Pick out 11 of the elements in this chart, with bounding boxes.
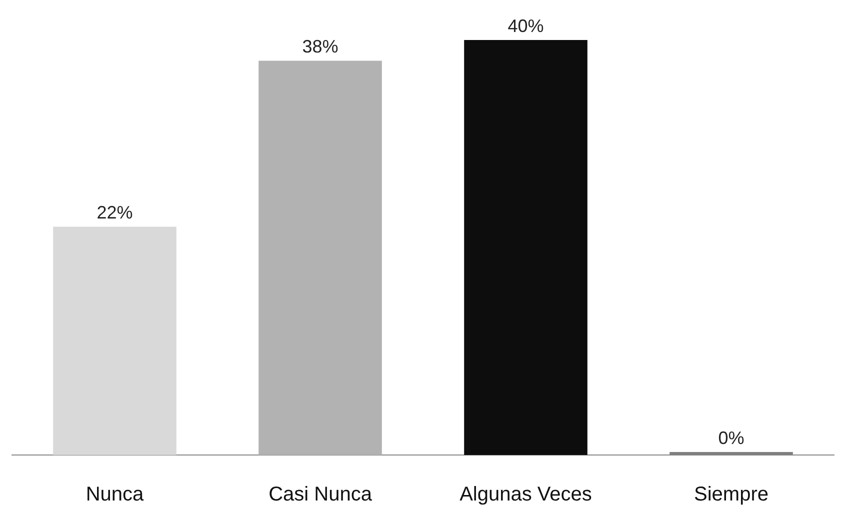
- x-tick-label: Casi Nunca: [268, 484, 373, 506]
- x-tick-label: Siempre: [694, 484, 768, 506]
- data-label: 40%: [508, 16, 544, 36]
- bar: [258, 60, 382, 455]
- bar: [464, 40, 588, 455]
- x-tick-label: Nunca: [86, 484, 145, 506]
- data-label: 0%: [718, 428, 744, 448]
- bar: [53, 226, 176, 455]
- x-tick-label: Algunas Veces: [460, 484, 592, 506]
- data-label: 22%: [96, 202, 133, 223]
- data-label: 38%: [302, 36, 338, 57]
